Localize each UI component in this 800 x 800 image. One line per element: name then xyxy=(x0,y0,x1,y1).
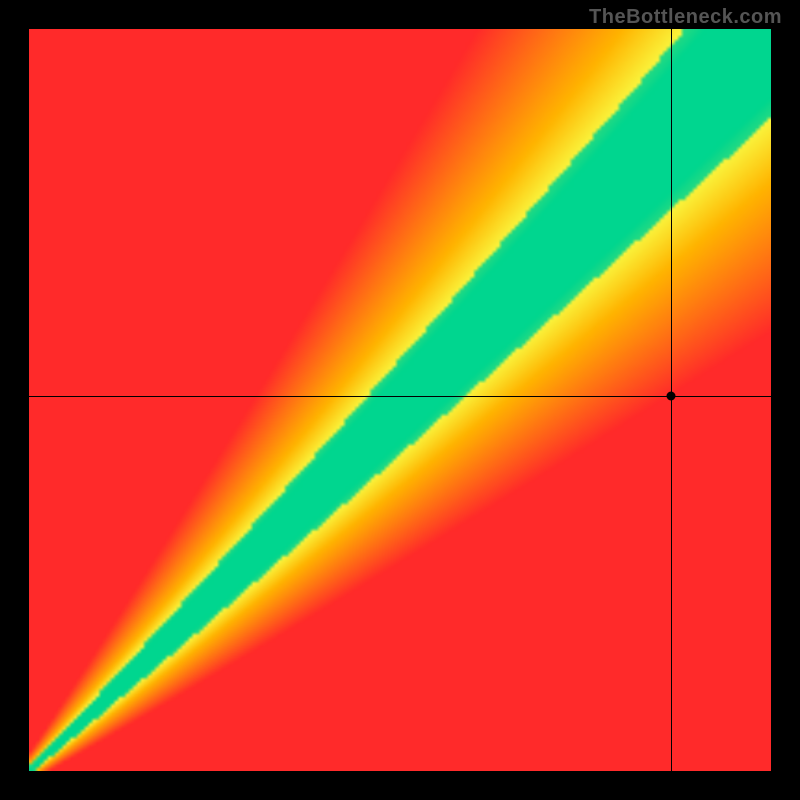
crosshair-horizontal xyxy=(29,396,771,397)
heatmap-canvas xyxy=(29,29,771,771)
data-point-marker xyxy=(666,392,675,401)
watermark-text: TheBottleneck.com xyxy=(589,6,782,29)
heatmap-plot xyxy=(29,29,771,771)
